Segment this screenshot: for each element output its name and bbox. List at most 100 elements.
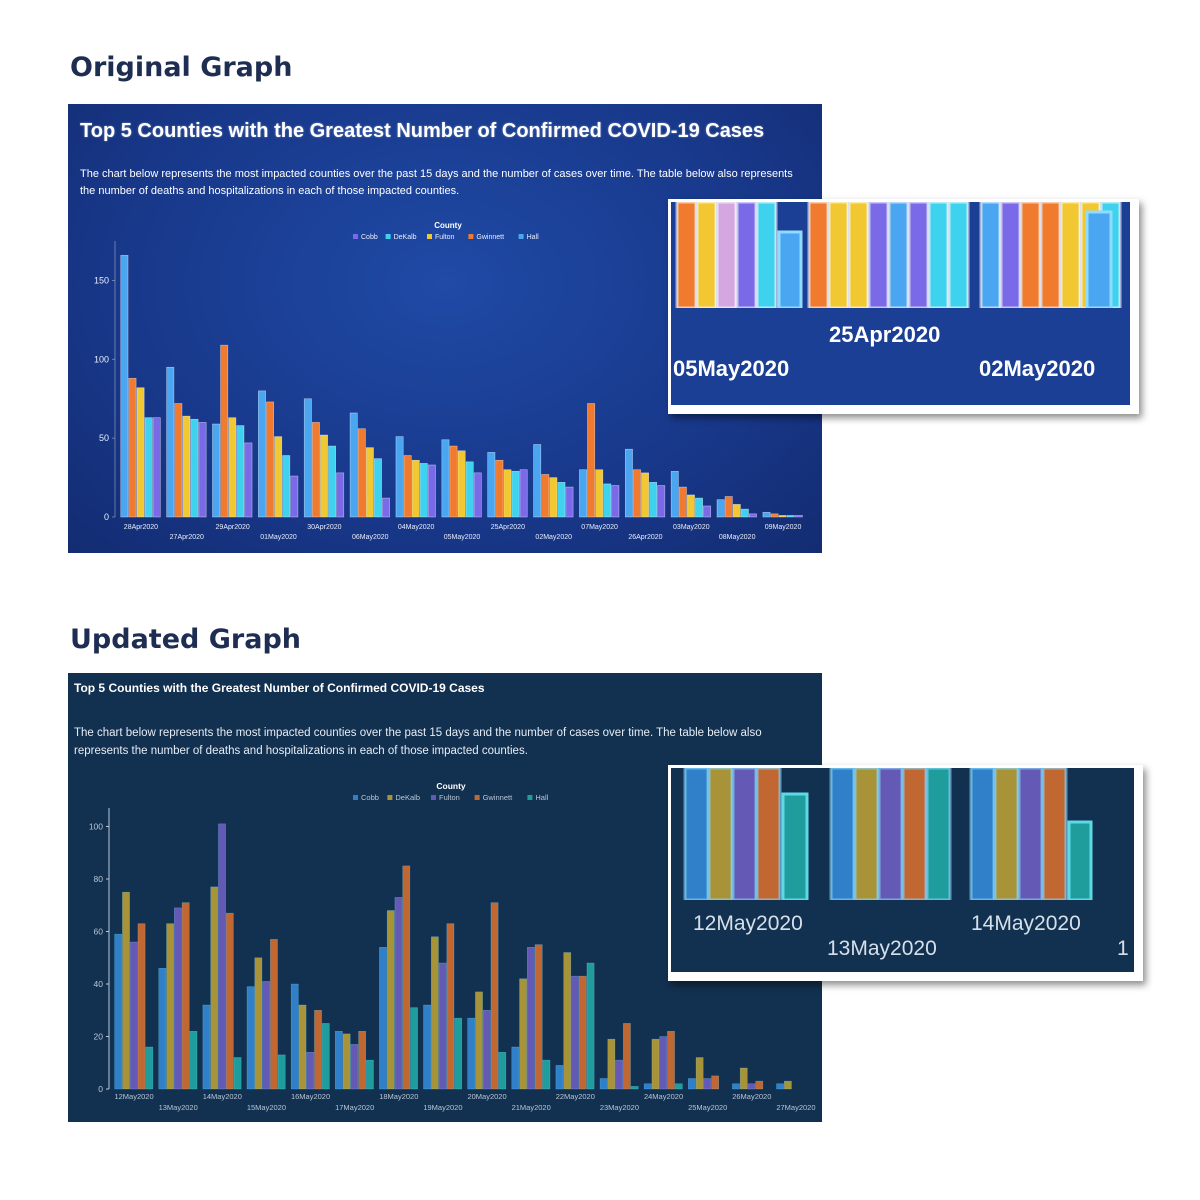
bar-gwinnett-01may2020 (266, 401, 274, 518)
legend-swatch (385, 234, 391, 239)
bar-cobb-01may2020 (290, 475, 299, 518)
bar-hall-01may2020 (258, 390, 266, 518)
bar-hall-12may2020 (145, 1046, 154, 1090)
bar-gwinnett-08may2020 (724, 496, 733, 518)
y-tick-label: 50 (99, 433, 109, 443)
bar-dekalb-06may2020 (374, 458, 382, 518)
bar-gwinnett-26may2020 (755, 1080, 764, 1090)
bar-dekalb-05may2020 (465, 461, 474, 518)
bar-dekalb-27may2020 (784, 1080, 792, 1090)
bar-cobb-06may2020 (382, 497, 390, 518)
zoom-bar (847, 202, 870, 310)
y-tick-label: 0 (98, 1084, 103, 1094)
x-tick-label: 01May2020 (260, 534, 297, 541)
zoom-bar (707, 768, 734, 902)
zoom-bar (675, 202, 698, 310)
zoom-date-label: 13May2020 (827, 937, 937, 960)
x-tick-label: 21May2020 (512, 1103, 551, 1112)
bar-gwinnett-13may2020 (181, 902, 190, 1090)
zoom-date-label: 05May2020 (673, 356, 789, 381)
x-tick-label: 25Apr2020 (491, 524, 525, 531)
zoom-bar (1017, 768, 1044, 902)
bar-dekalb-29apr2020 (236, 425, 245, 518)
bar-hall-07may2020 (579, 469, 587, 518)
bar-cobb-14may2020 (202, 1004, 211, 1090)
bar-gwinnett-12may2020 (137, 923, 146, 1090)
bar-hall-30apr2020 (303, 398, 312, 518)
bar-hall-22may2020 (586, 962, 595, 1090)
bar-cobb-05may2020 (473, 472, 482, 518)
bar-cobb-09may2020 (794, 515, 803, 518)
zoom-bar (969, 768, 996, 902)
bar-cobb-03may2020 (703, 505, 712, 518)
zoom-bar (1019, 202, 1042, 310)
bar-gwinnett-15may2020 (270, 939, 278, 1090)
y-tick-label: 150 (94, 276, 109, 286)
bar-cobb-26apr2020 (657, 485, 666, 518)
bar-dekalb-30apr2020 (328, 445, 337, 518)
bar-fulton-26apr2020 (641, 472, 650, 518)
x-tick-label: 26May2020 (732, 1092, 771, 1101)
original-graph-heading: Original Graph (70, 52, 293, 83)
chart-description: The chart below represents the most impa… (74, 727, 762, 757)
bar-gwinnett-18may2020 (402, 865, 411, 1090)
bar-dekalb-27apr2020 (190, 418, 199, 518)
bar-dekalb-08may2020 (740, 508, 749, 518)
x-tick-label: 18May2020 (379, 1092, 418, 1101)
bar-cobb-22may2020 (555, 1065, 564, 1090)
bar-gwinnett-02may2020 (541, 474, 550, 518)
bar-cobb-30apr2020 (336, 472, 345, 518)
bar-fulton-08may2020 (732, 504, 741, 518)
bar-hall-20may2020 (498, 1052, 507, 1090)
zoom-bar (755, 202, 778, 310)
zoom-bar (907, 202, 930, 310)
x-tick-label: 03May2020 (673, 524, 710, 531)
bar-fulton-06may2020 (365, 447, 374, 518)
bar-cobb-13may2020 (158, 968, 167, 1090)
zoom-date-label: 1 (1117, 937, 1129, 960)
bar-dekalb-14may2020 (210, 886, 219, 1090)
bar-cobb-25apr2020 (519, 469, 528, 518)
x-tick-label: 29Apr2020 (216, 524, 250, 531)
bar-hall-13may2020 (189, 1031, 198, 1090)
bar-dekalb-13may2020 (166, 923, 174, 1090)
bar-cobb-27may2020 (776, 1083, 784, 1090)
bar-cobb-26may2020 (732, 1083, 740, 1090)
bar-dekalb-01may2020 (282, 455, 291, 518)
bar-cobb-08may2020 (749, 513, 757, 518)
bar-dekalb-03may2020 (695, 497, 703, 518)
bar-cobb-02may2020 (565, 486, 574, 518)
bar-cobb-18may2020 (379, 947, 387, 1090)
legend-swatch (474, 795, 480, 800)
bar-gwinnett-06may2020 (357, 428, 366, 518)
zoom-bar (829, 768, 856, 902)
bar-dekalb-18may2020 (386, 910, 395, 1090)
bar-hall-25apr2020 (487, 452, 496, 518)
bar-fulton-04may2020 (411, 459, 420, 518)
chart-title: Top 5 Counties with the Greatest Number … (74, 681, 485, 695)
bar-dekalb-19may2020 (431, 936, 439, 1090)
bar-fulton-24may2020 (659, 1036, 668, 1090)
bar-hall-06may2020 (349, 412, 358, 518)
legend-title: County (436, 781, 466, 791)
zoom-bar (807, 202, 830, 310)
bar-fulton-17may2020 (350, 1044, 359, 1090)
bar-cobb-04may2020 (427, 464, 436, 518)
updated-bar-chart: County Cobb DeKalb Fulton Gwinnett Hall 0 20 40 6… (89, 781, 816, 1112)
y-tick-label: 100 (89, 822, 103, 832)
bar-dekalb-17may2020 (342, 1033, 351, 1090)
bar-gwinnett-26apr2020 (633, 469, 641, 518)
x-tick-label: 30Apr2020 (307, 524, 341, 531)
bar-fulton-15may2020 (262, 981, 270, 1090)
bar-fulton-29apr2020 (228, 417, 237, 518)
x-tick-label: 05May2020 (444, 534, 481, 541)
bar-hall-14may2020 (233, 1057, 242, 1090)
x-tick-label: 22May2020 (556, 1092, 595, 1101)
legend-swatch (527, 795, 533, 800)
x-tick-label: 12May2020 (114, 1092, 153, 1101)
bar-cobb-25may2020 (688, 1078, 696, 1090)
legend-label: Hall (535, 793, 548, 802)
x-tick-label: 16May2020 (291, 1092, 330, 1101)
x-tick-label: 02May2020 (535, 534, 572, 541)
zoom-bar (683, 768, 710, 902)
